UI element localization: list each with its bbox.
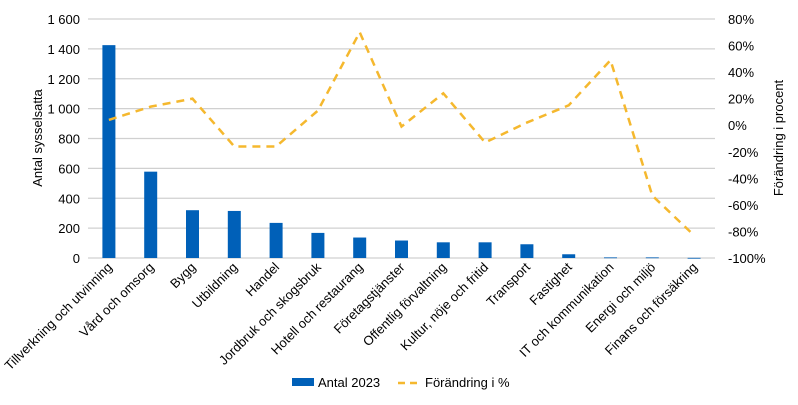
y2-axis-label: Förändring i procent: [771, 79, 786, 196]
right-axis-ticks: -100% -80% -60% -40% -20% 0% 20% 40% 60% 80%: [728, 12, 766, 266]
legend: Antal 2023 Förändring i %: [292, 375, 510, 390]
line-path: [109, 32, 694, 235]
x-tick-label: Företagstjänster: [331, 259, 409, 337]
y-axis-label: Antal sysselsatta: [30, 88, 45, 186]
y-tick-label: 1 200: [47, 72, 80, 87]
bar: [562, 254, 575, 258]
bar: [311, 233, 324, 258]
bar: [437, 242, 450, 258]
bar: [353, 238, 366, 258]
x-tick-label: Bygg: [167, 260, 199, 292]
bar: [270, 223, 283, 258]
bar: [604, 257, 617, 258]
bar: [186, 210, 199, 258]
y2-tick-label: -20%: [728, 145, 759, 160]
x-tick-label: Utbildning: [189, 260, 240, 311]
y2-tick-label: -40%: [728, 171, 759, 186]
bar: [520, 244, 533, 258]
y-tick-label: 0: [73, 251, 80, 266]
y-tick-label: 600: [58, 161, 80, 176]
y2-tick-label: 40%: [728, 65, 754, 80]
legend-label-bar: Antal 2023: [318, 375, 380, 390]
y2-tick-label: 80%: [728, 12, 754, 27]
bar-series: [102, 45, 700, 259]
y-tick-label: 800: [58, 132, 80, 147]
legend-swatch-bar: [292, 378, 314, 386]
x-tick-label: Vård och omsorg: [76, 260, 157, 341]
x-tick-label: Transport: [483, 259, 533, 309]
y-tick-label: 200: [58, 221, 80, 236]
y-tick-label: 400: [58, 191, 80, 206]
bar: [395, 241, 408, 258]
y2-tick-label: 20%: [728, 92, 754, 107]
x-tick-label: Handel: [242, 259, 282, 299]
y2-tick-label: -80%: [728, 224, 759, 239]
left-axis-ticks: 0 200 400 600 800 1 000 1 200 1 400 1 600: [47, 12, 80, 266]
bar: [688, 258, 701, 259]
y2-tick-label: -60%: [728, 198, 759, 213]
bar: [646, 257, 659, 258]
legend-label-line: Förändring i %: [425, 375, 510, 390]
y-tick-label: 1 400: [47, 42, 80, 57]
y-tick-label: 1 000: [47, 102, 80, 117]
line-series: [109, 32, 694, 235]
bar: [228, 211, 241, 258]
bar: [102, 45, 115, 258]
y-tick-label: 1 600: [47, 12, 80, 27]
gridlines: [88, 19, 715, 258]
bar: [144, 172, 157, 258]
y2-tick-label: -100%: [728, 251, 766, 266]
y2-tick-label: 0%: [728, 118, 747, 133]
bar: [479, 242, 492, 258]
y2-tick-label: 60%: [728, 39, 754, 54]
